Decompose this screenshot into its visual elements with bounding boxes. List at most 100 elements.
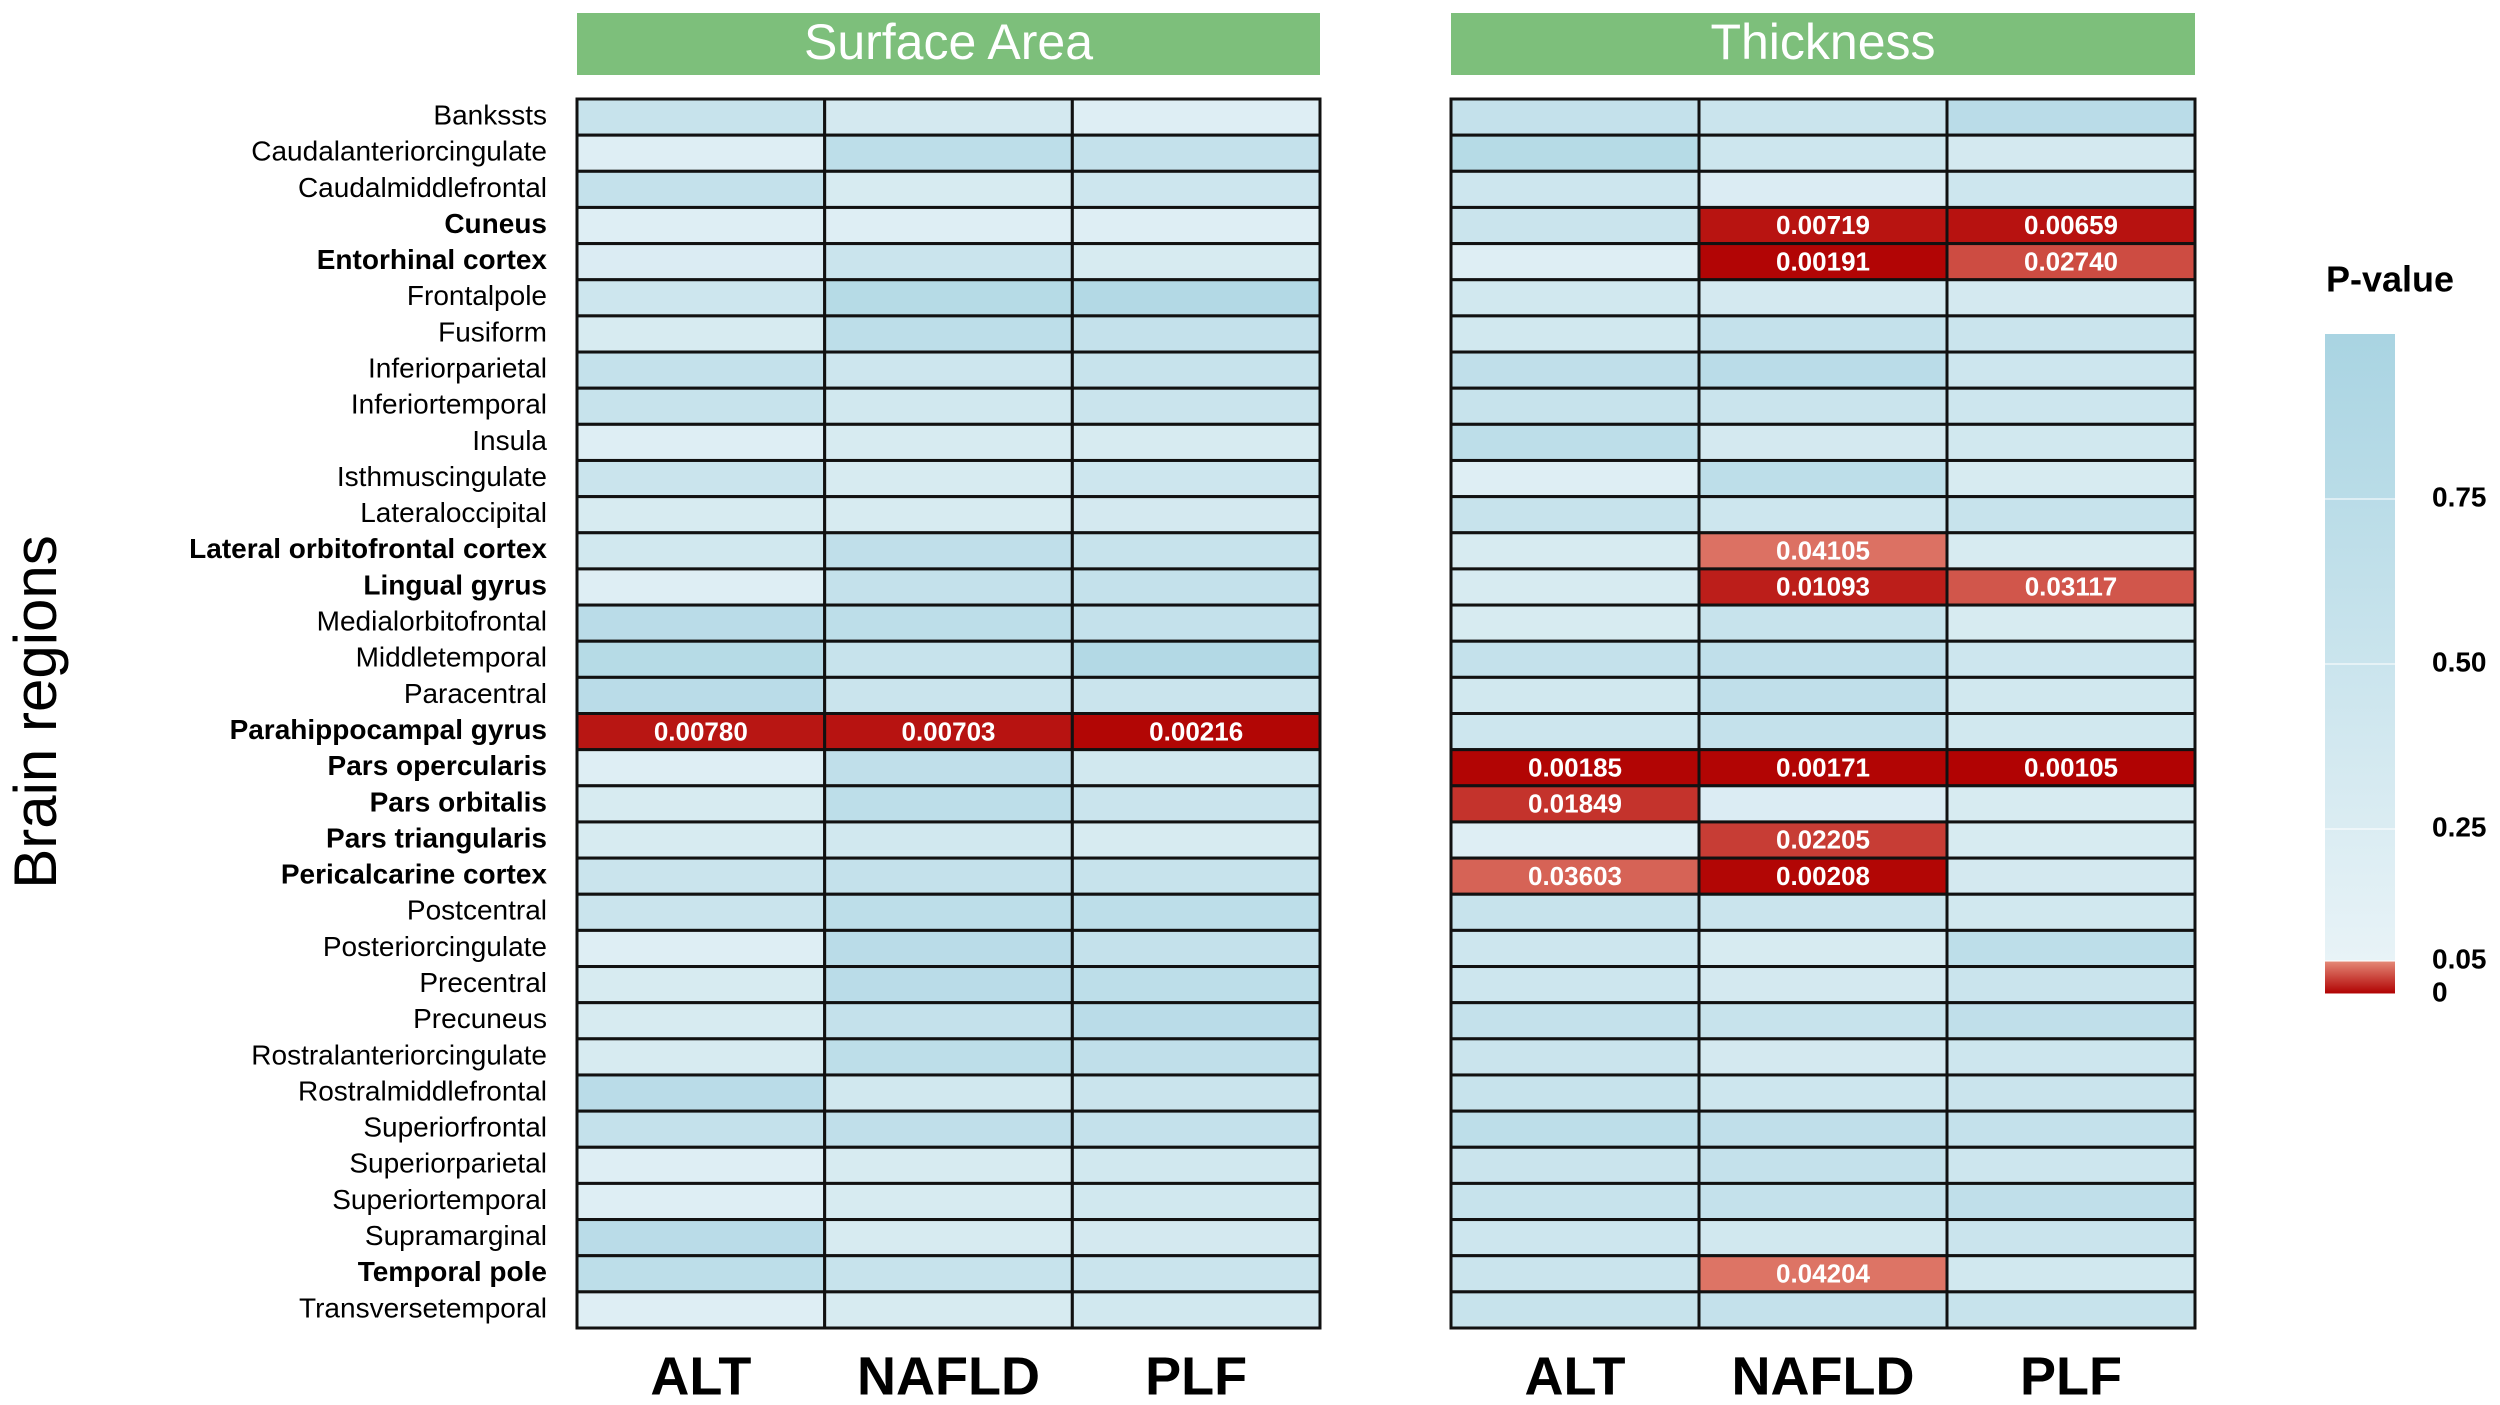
heatmap-cell xyxy=(575,1109,827,1149)
heatmap-cell xyxy=(575,1073,827,1113)
y-tick-label: Posteriorcingulate xyxy=(323,931,547,962)
y-tick-label: Caudalanteriorcingulate xyxy=(251,136,547,167)
heatmap-cell xyxy=(575,169,827,209)
heatmap-cell xyxy=(1697,965,1949,1005)
heatmap-cell xyxy=(1449,1037,1701,1077)
cell-value-label: 0.02740 xyxy=(2024,246,2118,276)
heatmap-cell xyxy=(1697,133,1949,173)
heatmap-cell xyxy=(1697,1001,1949,1041)
heatmap-cell xyxy=(575,639,827,679)
heatmap-cell xyxy=(823,531,1074,571)
heatmap-cell xyxy=(1697,675,1949,716)
heatmap-cell xyxy=(1945,1073,2197,1113)
heatmap-cell xyxy=(1070,1181,1322,1222)
colorbar-tick-label: 0.05 xyxy=(2432,943,2487,974)
heatmap-cell xyxy=(823,242,1074,282)
heatmap-cell xyxy=(823,1037,1074,1077)
heatmap-cell xyxy=(1945,1254,2197,1294)
heatmap-cell xyxy=(1697,1037,1949,1077)
heatmap-cell xyxy=(1697,386,1949,426)
heatmap-cell xyxy=(1945,820,2197,860)
heatmap-cell xyxy=(1945,458,2197,499)
y-tick-label: Caudalmiddlefrontal xyxy=(298,172,547,203)
heatmap-cell xyxy=(823,784,1074,824)
panel-title: Surface Area xyxy=(804,14,1093,70)
heatmap-cell xyxy=(575,1218,827,1258)
heatmap-cell xyxy=(1945,169,2197,209)
heatmap-cell xyxy=(1697,1290,1949,1330)
heatmap-cell xyxy=(1945,639,2197,679)
heatmap-cell xyxy=(1945,1037,2197,1077)
heatmap-cell xyxy=(1945,350,2197,390)
y-tick-label: Lingual gyrus xyxy=(363,569,547,600)
heatmap-cell xyxy=(1945,603,2197,643)
heatmap-cell xyxy=(1945,1290,2197,1330)
heatmap-cell xyxy=(1449,639,1701,679)
cell-value-label: 0.03603 xyxy=(1528,861,1622,891)
colorbar-tick-label: 0.25 xyxy=(2432,811,2487,842)
heatmap-cell xyxy=(1945,386,2197,426)
heatmap-cell xyxy=(1449,712,1701,752)
heatmap-cell xyxy=(575,675,827,716)
heatmap-cell xyxy=(823,928,1074,969)
heatmap-cell xyxy=(575,928,827,969)
heatmap-cell xyxy=(1070,639,1322,679)
heatmap-cell xyxy=(1945,567,2197,607)
heatmap-cell xyxy=(1697,314,1949,354)
heatmap-cell xyxy=(1449,133,1701,173)
heatmap-cell xyxy=(575,386,827,426)
heatmap-cell xyxy=(1449,242,1701,282)
heatmap-cell xyxy=(1449,1109,1701,1149)
heatmap-cell xyxy=(823,1109,1074,1149)
y-tick-label: Pars triangularis xyxy=(326,822,547,853)
heatmap-cell xyxy=(1697,531,1949,571)
heatmap-cell xyxy=(575,820,827,860)
heatmap-cell xyxy=(575,712,827,752)
heatmap-cell xyxy=(1449,928,1701,969)
colorbar-tick-label: 0.75 xyxy=(2432,481,2487,512)
heatmap-cell xyxy=(823,133,1074,173)
y-tick-label: Inferiorparietal xyxy=(368,352,547,383)
heatmap-cell xyxy=(1070,1001,1322,1041)
heatmap-cell xyxy=(1945,133,2197,173)
heatmap-cell xyxy=(1449,1218,1701,1258)
heatmap-cell xyxy=(823,422,1074,462)
heatmap-cell xyxy=(1697,928,1949,969)
heatmap-cell xyxy=(1449,1181,1701,1222)
y-tick-label: Precuneus xyxy=(413,1003,547,1034)
heatmap-cell xyxy=(1945,748,2197,788)
heatmap-cell xyxy=(1697,97,1949,137)
heatmap-cell xyxy=(823,1145,1074,1185)
y-tick-label: Postcentral xyxy=(407,895,547,926)
heatmap-cell xyxy=(1070,567,1322,607)
x-tick-label: NAFLD xyxy=(1732,1346,1915,1405)
heatmap-cell xyxy=(1449,820,1701,860)
heatmap-cell xyxy=(1697,1109,1949,1149)
heatmap-cell xyxy=(1449,603,1701,643)
heatmap-cell xyxy=(1697,892,1949,932)
heatmap-cell xyxy=(823,675,1074,716)
heatmap-cell xyxy=(823,169,1074,209)
cell-value-label: 0.04105 xyxy=(1776,536,1870,566)
heatmap-cell xyxy=(1697,1254,1949,1294)
heatmap-cell xyxy=(1070,1254,1322,1294)
panel-title-bar xyxy=(1451,13,2195,75)
heatmap-cell xyxy=(575,133,827,173)
heatmap-cell xyxy=(1070,422,1322,462)
cell-value-label: 0.00191 xyxy=(1776,246,1870,276)
heatmap-cell xyxy=(1070,784,1322,824)
y-tick-label: Superiorparietal xyxy=(349,1148,547,1179)
heatmap-cell xyxy=(575,1001,827,1041)
y-axis-label: Brain regions xyxy=(2,535,69,889)
heatmap-cell xyxy=(823,205,1074,246)
heatmap-cell xyxy=(1449,350,1701,390)
panel-title-bar xyxy=(577,13,1320,75)
heatmap-cell xyxy=(575,495,827,535)
heatmap-cell xyxy=(1449,1001,1701,1041)
cell-value-label: 0.00216 xyxy=(1149,716,1243,746)
y-tick-label: Pericalcarine cortex xyxy=(281,859,548,890)
heatmap-cell xyxy=(575,1145,827,1185)
cell-value-label: 0.00185 xyxy=(1528,752,1622,782)
heatmap-cell xyxy=(823,1001,1074,1041)
heatmap-cell xyxy=(1070,133,1322,173)
